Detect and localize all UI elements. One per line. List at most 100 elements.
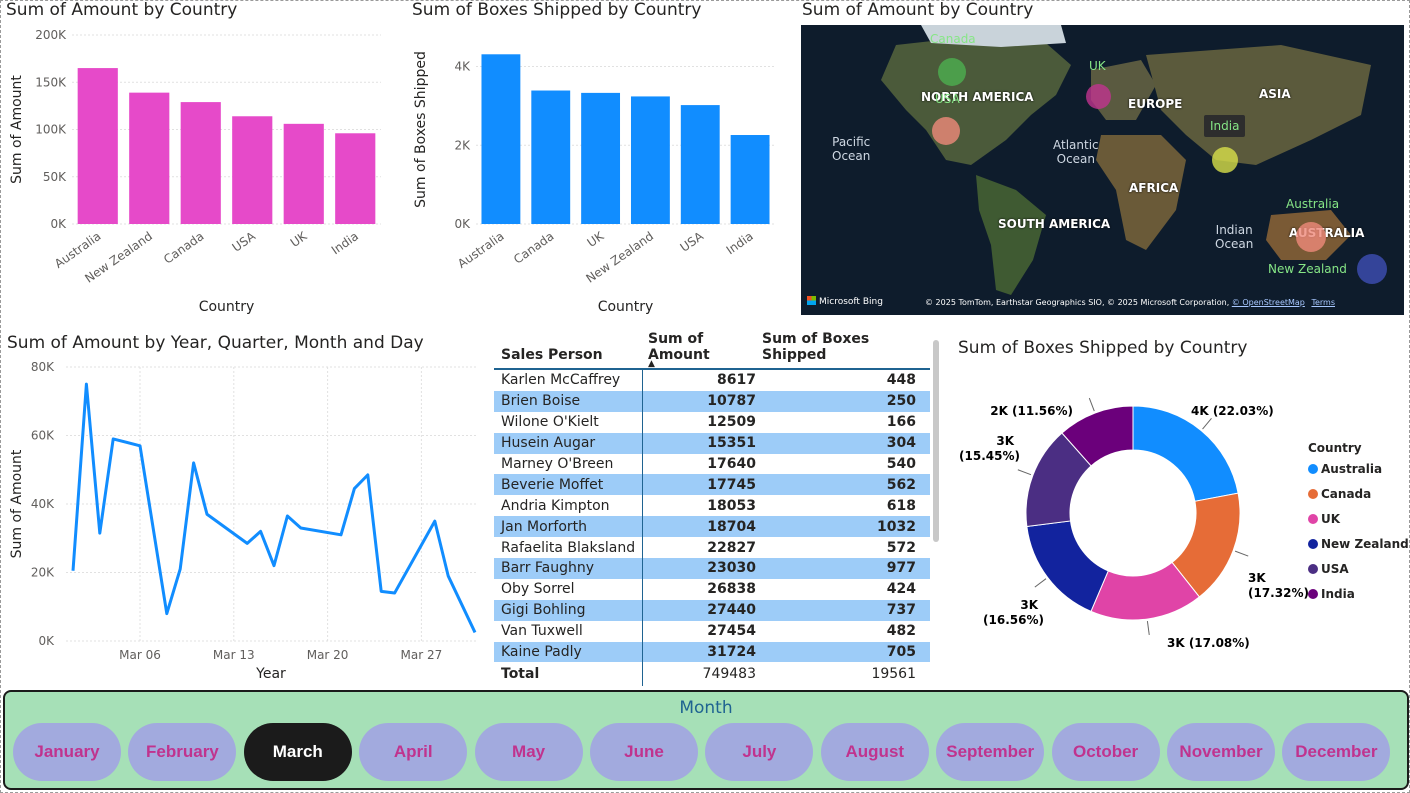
map-bubble-usa[interactable] — [932, 117, 960, 145]
table-row[interactable]: Gigi Bohling 27440 737 — [494, 599, 930, 621]
month-button-june[interactable]: June — [590, 723, 698, 781]
y-tick-label: 0K — [38, 634, 55, 648]
x-axis-title: Country — [598, 299, 654, 315]
legend-item[interactable]: UK — [1308, 512, 1340, 526]
legend-item[interactable]: Australia — [1308, 462, 1382, 476]
amount-by-country-map[interactable]: Sum of Amount by Country NORTH AMERICA E… — [800, 0, 1406, 316]
column-header-sum-of-amount[interactable]: Sum of Amount — [648, 331, 710, 363]
map-bubble-australia[interactable] — [1296, 222, 1326, 252]
legend-dot-icon — [1308, 539, 1318, 549]
table-row[interactable]: Kaine Padly 31724 705 — [494, 641, 930, 663]
sales-person-table[interactable]: Sales Person Sum of Amount Sum of Boxes … — [494, 331, 944, 688]
amount-by-country-bar-chart[interactable]: Sum of Amount by Country 200K 150K 100K 50K… — [6, 0, 396, 320]
country-label: New Zealand — [1268, 262, 1347, 276]
cell-boxes: 737 — [886, 602, 916, 619]
table-row[interactable]: Brien Boise 10787 250 — [494, 390, 930, 412]
column-header-sales-person[interactable]: Sales Person — [501, 347, 603, 363]
column-header-sum-of-boxes[interactable]: Sum of Boxes Shipped — [762, 331, 870, 363]
y-tick-label: 0K — [50, 217, 67, 231]
month-button-december[interactable]: December — [1282, 723, 1391, 781]
bar-new-zealand — [129, 92, 170, 225]
bing-logo: Microsoft Bing — [807, 296, 883, 307]
line-svg: 80K 60K 40K 20K 0K Mar 06 Mar 13 Mar 20 Mar 27 Ye… — [9, 360, 477, 682]
table-row[interactable]: Oby Sorrel 26838 424 — [494, 579, 930, 600]
y-tick-label: 20K — [31, 566, 55, 580]
line-series — [71, 382, 477, 634]
y-tick-label: 50K — [43, 170, 67, 184]
legend-item[interactable]: Canada — [1308, 487, 1371, 501]
legend-item[interactable]: New Zealand — [1308, 537, 1409, 551]
map-bubble-uk[interactable] — [1086, 84, 1111, 109]
table-row[interactable]: Rafaelita Blaksland 22827 572 — [494, 537, 930, 558]
boxes-by-country-bar-chart[interactable]: Sum of Boxes Shipped by Country 4K 2K 0K Au… — [410, 0, 790, 320]
table-row[interactable]: Wilone O'Kielt 12509 166 — [494, 412, 930, 433]
total-amount: 749483 — [702, 666, 756, 683]
month-button-february[interactable]: February — [128, 723, 237, 781]
y-tick-label: 4K — [454, 60, 471, 74]
month-button-october[interactable]: October — [1051, 723, 1160, 781]
map-bubble-india[interactable] — [1212, 147, 1238, 173]
leader-line — [1234, 550, 1249, 557]
cell-boxes: 1032 — [877, 518, 916, 535]
continent-label: SOUTH AMERICA — [998, 217, 1111, 231]
cell-sales-person: Karlen McCaffrey — [501, 372, 621, 389]
y-tick-label: 2K — [454, 138, 471, 152]
bar-uk — [581, 92, 621, 224]
cell-amount: 23030 — [707, 560, 756, 577]
table-row[interactable]: Andria Kimpton 18053 618 — [494, 495, 930, 516]
table-row[interactable]: Barr Faughny 23030 977 — [494, 558, 930, 579]
cell-sales-person: Barr Faughny — [501, 560, 595, 577]
month-button-april[interactable]: April — [359, 723, 468, 781]
y-tick-label: 200K — [35, 28, 67, 42]
table-row[interactable]: Beverie Moffet 17745 562 — [494, 474, 930, 496]
legend-item[interactable]: India — [1308, 587, 1355, 601]
leader-line — [1017, 469, 1032, 476]
table-row[interactable]: Husein Augar 15351 304 — [494, 432, 930, 454]
x-tick-label: India — [724, 229, 756, 257]
month-button-september[interactable]: September — [936, 723, 1045, 781]
cell-amount: 22827 — [707, 539, 756, 556]
month-button-july[interactable]: July — [705, 723, 814, 781]
legend-label: New Zealand — [1321, 537, 1409, 551]
x-tick-label: UK — [288, 228, 311, 250]
country-label: India — [1204, 115, 1246, 137]
map-bubble-new-zealand[interactable] — [1357, 254, 1387, 284]
bar-uk — [283, 123, 324, 224]
continent-label: AFRICA — [1129, 181, 1179, 195]
table-scrollbar[interactable] — [933, 340, 939, 542]
legend-item[interactable]: USA — [1308, 562, 1349, 576]
month-button-january[interactable]: January — [13, 723, 121, 781]
terms-link[interactable]: Terms — [1311, 298, 1335, 307]
bar-india — [335, 133, 376, 224]
osm-link[interactable]: © OpenStreetMap — [1231, 298, 1305, 307]
bar-usa — [680, 105, 720, 224]
cell-amount: 18704 — [707, 518, 756, 535]
leader-line — [1146, 620, 1150, 635]
country-label: Australia — [1286, 197, 1340, 211]
table-row[interactable]: Karlen McCaffrey 8617 448 — [494, 370, 930, 391]
y-tick-label: 40K — [31, 497, 55, 511]
amount-by-date-line-chart[interactable]: Sum of Amount by Year, Quarter, Month an… — [6, 330, 486, 685]
x-tick-label: Mar 13 — [213, 648, 255, 662]
month-button-november[interactable]: November — [1167, 723, 1275, 781]
country-label: Canada — [930, 32, 976, 46]
boxes-by-country-donut-chart[interactable]: Sum of Boxes Shipped by Country 4K (22.0… — [955, 335, 1409, 680]
slicer-title: Month — [679, 698, 733, 718]
cell-boxes: 705 — [886, 644, 916, 661]
bar-usa — [232, 116, 273, 224]
chart-title: Sum of Amount by Year, Quarter, Month an… — [7, 333, 424, 353]
sort-ascending-icon[interactable]: ▲ — [648, 359, 655, 369]
month-button-august[interactable]: August — [820, 723, 929, 781]
map-canvas[interactable]: NORTH AMERICA EUROPE ASIA AFRICA SOUTH A… — [801, 25, 1404, 315]
table-row[interactable]: Marney O'Breen 17640 540 — [494, 454, 930, 475]
donut-svg: 4K (22.03%)3K(17.32%)3K (17.08%)3K(16.56… — [959, 397, 1309, 650]
month-button-may[interactable]: May — [474, 723, 583, 781]
table-row[interactable]: Van Tuxwell 27454 482 — [494, 621, 930, 642]
y-tick-label: 150K — [35, 75, 67, 89]
map-bubble-canada[interactable] — [938, 58, 966, 86]
month-button-march[interactable]: March — [243, 723, 352, 781]
cell-sales-person: Beverie Moffet — [501, 476, 604, 493]
table-row[interactable]: Jan Morforth 18704 1032 — [494, 516, 930, 538]
cell-sales-person: Gigi Bohling — [501, 602, 586, 619]
